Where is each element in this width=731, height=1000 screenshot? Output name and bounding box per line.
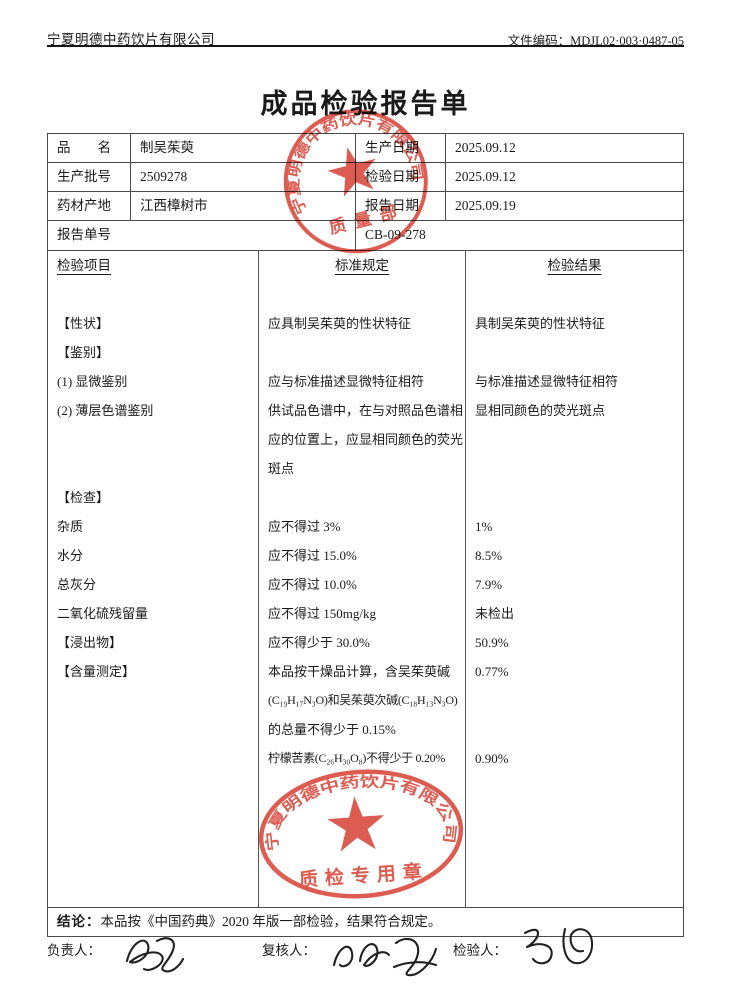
document-code: 文件编码：MDJL02·003·0487-05 — [507, 34, 684, 48]
standard-line-formula: 柠檬苦素(C₂₆H₃₀O₈)不得少于 0.20% — [268, 751, 446, 765]
standard-line: 供试品色谱中，在与对照品色谱相 — [268, 403, 464, 418]
info-value-batch: 2509278 — [131, 163, 356, 192]
standard-line: 应不得少于 30.0% — [268, 635, 370, 650]
test-item-line: 【性状】 — [57, 316, 110, 331]
reviewer-signature — [332, 937, 438, 977]
info-label-product: 品 名 — [48, 134, 131, 163]
column-results: 检验结果 具制吴茱萸的性状特征 与标准描述显微特征相符 显相同颜色的荧光斑点 1… — [466, 251, 683, 907]
standard-line: 应不得过 150mg/kg — [268, 606, 376, 621]
standard-line: 应具制吴茱萸的性状特征 — [268, 316, 412, 331]
result-line — [466, 454, 683, 483]
result-line: 7.9% — [475, 577, 503, 592]
test-item-line: 【检查】 — [57, 490, 110, 505]
standard-line: 应不得过 10.0% — [268, 577, 357, 592]
responsible-signature — [125, 937, 185, 973]
info-value-proddate: 2025.09.12 — [446, 134, 683, 163]
result-line — [466, 483, 683, 512]
column-header-standard: 标准规定 — [335, 258, 389, 273]
standard-line: 的总量不得少于 0.15% — [268, 722, 396, 737]
test-results-table: 检验项目 【性状】 【鉴别】 (1) 显微鉴别 (2) 薄层色谱鉴别 【检查】 … — [47, 250, 684, 937]
conclusion-label: 结论： — [57, 914, 101, 929]
result-line: 1% — [475, 519, 493, 534]
test-item-line — [48, 686, 258, 715]
info-label-reportno: 报告单号 — [48, 221, 356, 250]
result-line: 8.5% — [475, 548, 503, 563]
test-item-line: 二氧化硫残留量 — [57, 606, 149, 621]
result-line: 与标准描述显微特征相符 — [475, 374, 619, 389]
column-header-result: 检验结果 — [547, 258, 602, 273]
conclusion-text: 本品按《中国药典》2020 年版一部检验，结果符合规定。 — [100, 914, 442, 929]
info-label-proddate: 生产日期 — [356, 134, 446, 163]
test-item-line: 【含量测定】 — [57, 664, 136, 679]
test-item-line: 【浸出物】 — [57, 635, 123, 650]
test-item-line — [48, 454, 258, 483]
column-standards: 标准规定 应具制吴茱萸的性状特征 应与标准描述显微特征相符 供试品色谱中，在与对… — [259, 251, 466, 907]
info-value-product: 制吴茱萸 — [131, 134, 356, 163]
standard-line — [259, 338, 465, 367]
standard-line: 应的位置上，应显相同颜色的荧光 — [268, 432, 464, 447]
result-line — [466, 425, 683, 454]
test-item-line: 总灰分 — [57, 577, 97, 592]
report-title: 成品检验报告单 — [260, 89, 471, 119]
result-line: 50.9% — [475, 635, 509, 650]
column-test-items: 检验项目 【性状】 【鉴别】 (1) 显微鉴别 (2) 薄层色谱鉴别 【检查】 … — [48, 251, 259, 907]
info-value-reportno: CB-09-278 — [365, 227, 426, 242]
reviewer-signer: 复核人： — [262, 937, 438, 977]
standard-line: 应不得过 15.0% — [268, 548, 357, 563]
result-line: 0.77% — [475, 664, 509, 679]
info-label-origin: 药材产地 — [48, 192, 131, 221]
standard-line: 应与标准描述显微特征相符 — [268, 374, 425, 389]
standard-line — [259, 483, 465, 512]
result-line — [466, 686, 683, 715]
info-value-repdate: 2025.09.19 — [446, 192, 683, 221]
inspector-signature — [523, 927, 594, 965]
company-name: 宁夏明德中药饮片有限公司 — [47, 32, 215, 47]
info-value-origin: 江西樟树市 — [131, 192, 356, 221]
test-item-line — [48, 744, 258, 773]
result-line — [466, 338, 683, 367]
reviewer-label: 复核人： — [262, 943, 316, 958]
test-item-line: 【鉴别】 — [57, 345, 110, 360]
result-line: 具制吴茱萸的性状特征 — [475, 316, 606, 331]
conclusion-row: 结论：本品按《中国药典》2020 年版一部检验，结果符合规定。 — [48, 907, 683, 936]
standard-line: 应不得过 3% — [268, 519, 341, 534]
inspector-label: 检验人： — [453, 943, 507, 958]
test-item-line: 杂质 — [57, 519, 84, 534]
standard-line: 本品按干燥品计算，含吴茱萸碱 — [268, 664, 451, 679]
inspector-signer: 检验人： — [453, 927, 594, 965]
header-divider — [47, 45, 684, 47]
standard-line-formula: (C₁₉H₁₇N₃O)和吴茱萸次碱(C₁₈H₁₃N₃O) — [268, 693, 458, 707]
info-label-repdate: 报告日期 — [356, 192, 446, 221]
responsible-signer: 负责人： — [47, 937, 185, 973]
test-item-line — [48, 715, 258, 744]
test-results-columns: 检验项目 【性状】 【鉴别】 (1) 显微鉴别 (2) 薄层色谱鉴别 【检查】 … — [48, 251, 683, 907]
standard-line: 斑点 — [268, 461, 295, 476]
result-line — [466, 715, 683, 744]
info-label-batch: 生产批号 — [48, 163, 131, 192]
product-info-table: 品 名 制吴茱萸 生产日期 2025.09.12 生产批号 2509278 检验… — [47, 133, 684, 251]
responsible-label: 负责人： — [47, 943, 101, 958]
result-line: 显相同颜色的荧光斑点 — [475, 403, 606, 418]
test-item-line: (2) 薄层色谱鉴别 — [57, 403, 154, 418]
result-line: 0.90% — [475, 751, 509, 766]
info-label-testdate: 检验日期 — [356, 163, 446, 192]
test-item-line — [48, 425, 258, 454]
test-item-line: (1) 显微鉴别 — [57, 374, 128, 389]
info-value-testdate: 2025.09.12 — [446, 163, 683, 192]
column-header-item: 检验项目 — [57, 258, 111, 273]
result-line: 未检出 — [475, 606, 515, 621]
test-item-line: 水分 — [57, 548, 84, 563]
